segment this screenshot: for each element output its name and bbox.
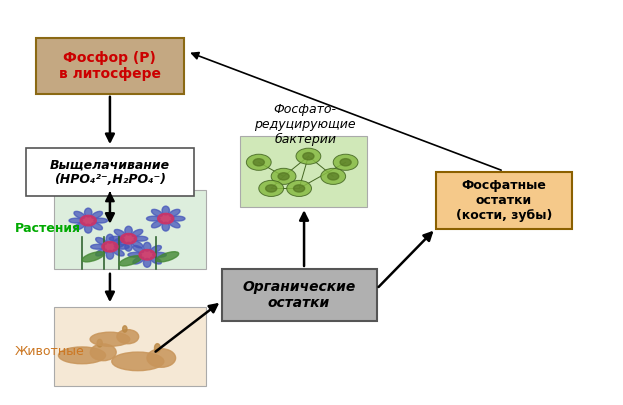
Ellipse shape: [59, 347, 105, 364]
Ellipse shape: [74, 223, 85, 230]
Ellipse shape: [133, 257, 144, 264]
Circle shape: [139, 249, 155, 260]
Ellipse shape: [153, 252, 166, 257]
Circle shape: [102, 241, 118, 252]
FancyBboxPatch shape: [240, 136, 368, 207]
Ellipse shape: [112, 352, 164, 371]
Ellipse shape: [106, 234, 113, 243]
Circle shape: [246, 154, 271, 171]
FancyBboxPatch shape: [222, 269, 377, 321]
Circle shape: [80, 215, 97, 226]
Circle shape: [253, 159, 264, 166]
Ellipse shape: [91, 244, 104, 249]
Ellipse shape: [85, 208, 92, 217]
Ellipse shape: [94, 218, 107, 223]
Ellipse shape: [96, 249, 107, 256]
Ellipse shape: [150, 257, 161, 264]
Circle shape: [278, 173, 289, 180]
Ellipse shape: [169, 221, 180, 228]
Ellipse shape: [169, 209, 180, 216]
Circle shape: [340, 159, 351, 166]
Ellipse shape: [92, 223, 103, 230]
Ellipse shape: [133, 245, 144, 253]
Circle shape: [296, 148, 321, 164]
Ellipse shape: [92, 211, 103, 218]
Ellipse shape: [143, 258, 151, 267]
Circle shape: [158, 213, 174, 224]
Ellipse shape: [132, 230, 143, 237]
Ellipse shape: [151, 221, 163, 228]
Ellipse shape: [125, 226, 132, 235]
Text: Выщелачивание
(НРО₄²⁻,Н₂РО₄⁻): Выщелачивание (НРО₄²⁻,Н₂РО₄⁻): [50, 158, 170, 186]
Circle shape: [287, 180, 312, 196]
Text: Фосфатные
остатки
(кости, зубы): Фосфатные остатки (кости, зубы): [455, 179, 552, 222]
Ellipse shape: [156, 252, 179, 262]
Ellipse shape: [128, 252, 141, 257]
Ellipse shape: [134, 236, 148, 241]
FancyBboxPatch shape: [54, 307, 206, 386]
Ellipse shape: [162, 222, 169, 231]
Ellipse shape: [150, 245, 161, 253]
Text: Растения: Растения: [15, 222, 81, 235]
Ellipse shape: [155, 343, 160, 352]
Ellipse shape: [119, 256, 141, 266]
Circle shape: [117, 330, 139, 344]
Ellipse shape: [97, 339, 102, 347]
Circle shape: [259, 180, 283, 196]
Circle shape: [328, 173, 339, 180]
FancyBboxPatch shape: [54, 190, 206, 269]
Circle shape: [333, 154, 358, 171]
Ellipse shape: [151, 209, 163, 216]
Ellipse shape: [146, 216, 160, 221]
Ellipse shape: [114, 230, 125, 237]
Text: Фосфор (Р)
в литосфере: Фосфор (Р) в литосфере: [59, 51, 161, 81]
Ellipse shape: [171, 216, 185, 221]
Circle shape: [147, 349, 176, 367]
Ellipse shape: [123, 326, 127, 332]
FancyBboxPatch shape: [26, 148, 194, 196]
Circle shape: [120, 233, 136, 244]
Ellipse shape: [143, 242, 151, 251]
Circle shape: [303, 153, 314, 160]
Ellipse shape: [162, 206, 169, 215]
Ellipse shape: [106, 250, 113, 259]
Circle shape: [90, 344, 117, 361]
Circle shape: [293, 185, 305, 192]
Circle shape: [321, 168, 346, 184]
FancyBboxPatch shape: [36, 38, 184, 94]
Circle shape: [271, 168, 296, 184]
Ellipse shape: [90, 332, 130, 346]
Ellipse shape: [113, 237, 124, 245]
Ellipse shape: [125, 242, 132, 251]
Ellipse shape: [69, 218, 83, 223]
Ellipse shape: [96, 237, 107, 245]
Ellipse shape: [74, 211, 85, 218]
Ellipse shape: [114, 241, 125, 248]
Ellipse shape: [132, 241, 143, 248]
Ellipse shape: [115, 244, 129, 249]
Circle shape: [265, 185, 277, 192]
FancyBboxPatch shape: [435, 173, 572, 229]
Ellipse shape: [109, 236, 123, 241]
Text: Животные: Животные: [15, 345, 85, 358]
Text: Фосфато-
редуцирующие
бактерии: Фосфато- редуцирующие бактерии: [254, 102, 356, 146]
Text: Органические
остатки: Органические остатки: [242, 280, 356, 310]
Ellipse shape: [85, 224, 92, 233]
Ellipse shape: [113, 249, 124, 256]
Ellipse shape: [82, 252, 104, 262]
